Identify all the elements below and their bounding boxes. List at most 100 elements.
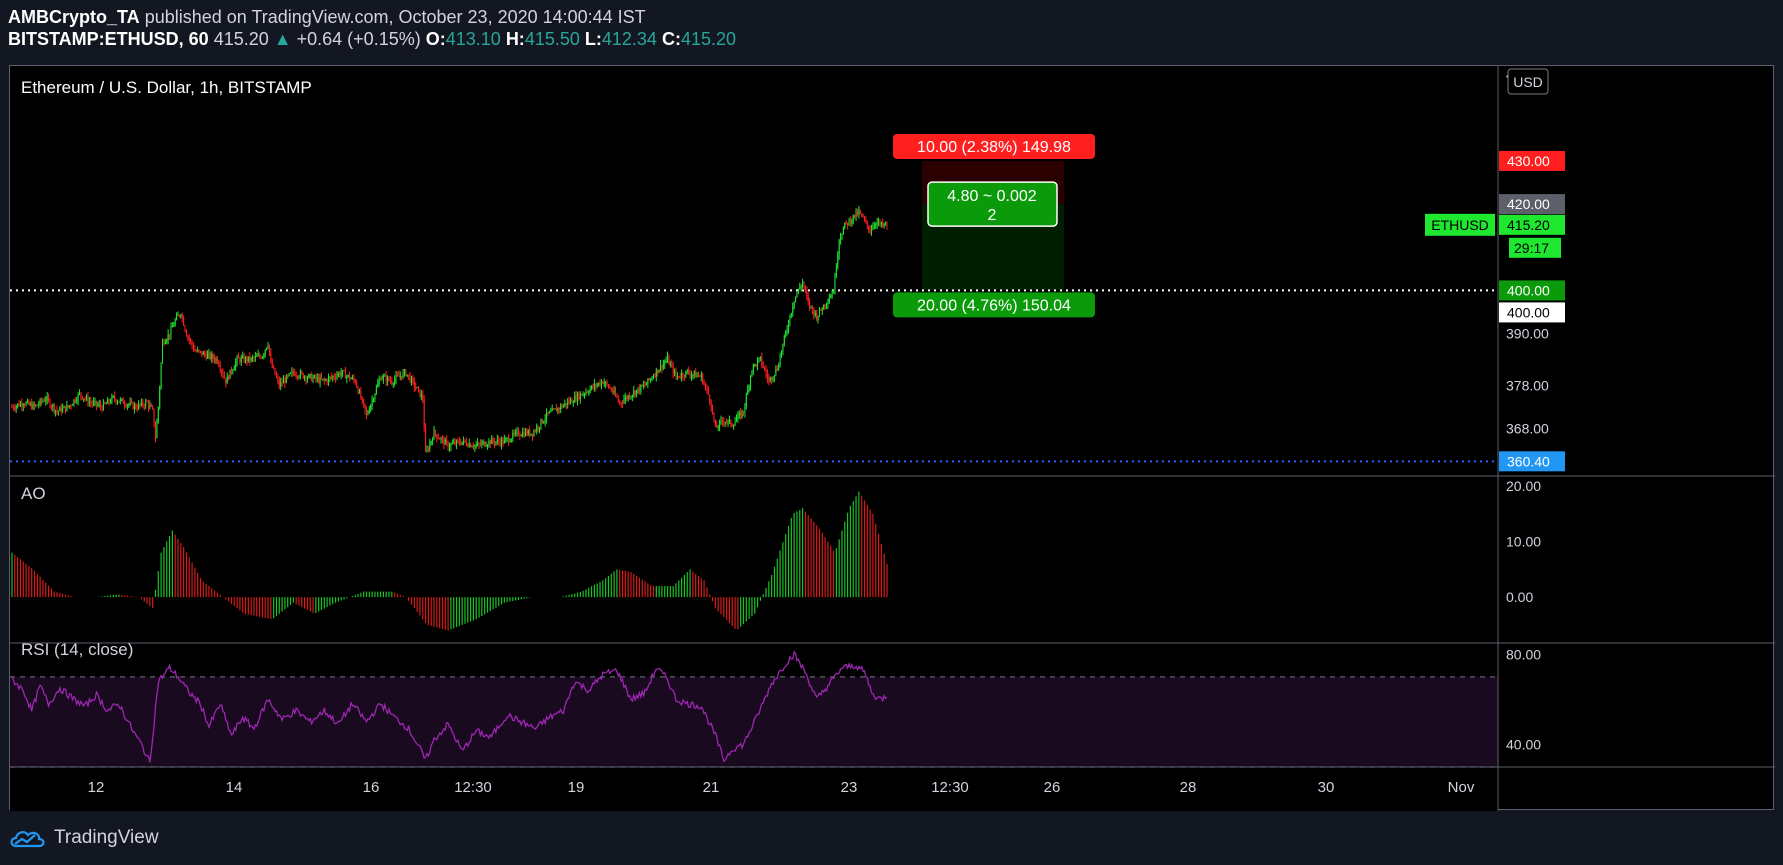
candle (239, 356, 241, 365)
candle-body (184, 325, 186, 331)
candle (582, 391, 584, 397)
candle-body (32, 403, 34, 409)
candle-body (863, 217, 865, 220)
candle-body (232, 370, 234, 373)
candle (117, 399, 119, 405)
candle-body (198, 349, 200, 351)
candle (785, 329, 787, 338)
currency-button-frame[interactable] (1507, 68, 1549, 95)
candle-body (661, 364, 663, 369)
chart-canvas[interactable]: 10.00 (2.38%) 149.98 20.00 (4.76%) 150.04… (10, 66, 1775, 811)
candle-body (799, 287, 801, 289)
candle (561, 403, 563, 409)
candle (577, 391, 579, 406)
currency-button[interactable]: USD (1507, 68, 1549, 95)
long-position-tool[interactable]: 10.00 (2.38%) 149.98 20.00 (4.76%) 150.04… (893, 133, 1095, 318)
open-value: 413.10 (445, 29, 501, 49)
candle-body (494, 441, 496, 444)
candle (129, 397, 131, 407)
footer-brand[interactable]: TradingView (8, 826, 159, 850)
candle (681, 369, 683, 382)
candle (737, 411, 739, 424)
candle (247, 356, 249, 363)
candle-body (319, 377, 321, 383)
candle (412, 374, 414, 385)
candle (851, 218, 853, 227)
candle (388, 376, 390, 382)
time-axis[interactable]: 12 14 16 12:30 19 21 23 12:30 26 28 30 Nov (88, 779, 1475, 796)
candle-body (59, 407, 61, 411)
candle-body (29, 403, 31, 405)
candle (52, 403, 54, 412)
ratio-label-box (927, 181, 1058, 227)
candle (332, 375, 334, 382)
candle-body (297, 375, 299, 378)
candle-body (114, 396, 116, 400)
candle-body (681, 373, 683, 378)
candle-body (585, 391, 587, 394)
chart-frame[interactable]: 10.00 (2.38%) 149.98 20.00 (4.76%) 150.04… (9, 65, 1775, 811)
candle-body (654, 376, 656, 378)
candle (750, 374, 752, 391)
candle (219, 360, 221, 374)
blue-price-tag: 360.40 (1499, 451, 1565, 472)
candle (77, 392, 79, 406)
candle-body (373, 399, 375, 401)
candle-body (744, 406, 746, 413)
candle (854, 214, 856, 219)
candle (371, 395, 373, 410)
candle (600, 378, 602, 390)
candle-body (34, 403, 36, 407)
candle (648, 377, 650, 382)
candle (176, 312, 178, 321)
candle-body (274, 368, 276, 375)
candle-body (644, 384, 646, 386)
candle-body (731, 425, 733, 427)
candle (817, 315, 819, 324)
candle-body (117, 401, 119, 403)
candle (852, 214, 854, 225)
candle (638, 384, 640, 395)
main-pane-title: Ethereum / U.S. Dollar, 1h, BITSTAMP (21, 78, 312, 97)
candle-body (125, 405, 127, 407)
time-tick-label: 30 (1318, 779, 1335, 796)
target-label: 20.00 (4.76%) 150.04 (893, 292, 1095, 318)
candle (842, 226, 844, 236)
candle-body (311, 374, 313, 381)
candle (578, 391, 580, 401)
candle-body (320, 377, 322, 380)
candle (246, 355, 248, 366)
currency-button-label[interactable]: USD (1513, 74, 1543, 90)
candle (95, 400, 97, 411)
candle (641, 384, 643, 387)
candle (731, 422, 733, 428)
candle (592, 383, 594, 390)
candle (759, 356, 761, 362)
candle-body (477, 443, 479, 446)
candle-body (105, 403, 107, 405)
candlestick-series[interactable] (11, 205, 888, 453)
candle-body (871, 229, 873, 232)
candle-body (664, 362, 666, 364)
candle-body (185, 330, 187, 337)
candle (769, 376, 771, 383)
candle (465, 437, 467, 447)
candle (856, 208, 858, 217)
candle (62, 403, 64, 414)
candle (243, 352, 245, 364)
candle-body (796, 293, 798, 297)
candle (471, 445, 473, 448)
candle-body (547, 412, 549, 414)
author-name[interactable]: AMBCrypto_TA (8, 7, 140, 27)
candle-body (111, 396, 113, 403)
horizontal-lines[interactable] (10, 289, 1498, 463)
blue-price-tag-box (1499, 451, 1565, 472)
candle (170, 322, 172, 340)
candle-body (432, 439, 434, 441)
candle-body (676, 376, 678, 378)
candle-body (699, 375, 701, 377)
candle (304, 375, 306, 382)
candle (318, 373, 320, 384)
candle-body (412, 377, 414, 381)
candle (330, 372, 332, 380)
